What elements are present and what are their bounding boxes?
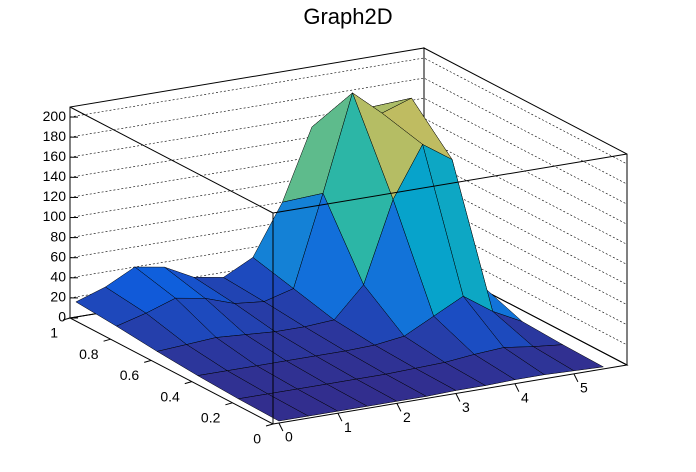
z-tick-label: 140 (43, 168, 67, 184)
y-tick (62, 317, 71, 321)
z-tick-label: 40 (50, 269, 66, 285)
x-tick (514, 383, 520, 392)
z-tick-label: 120 (43, 188, 67, 204)
z-tick-label: 200 (43, 108, 67, 124)
y-tick-label: 0.6 (120, 367, 140, 383)
z-tick-label: 20 (50, 289, 66, 305)
x-tick-label: 5 (580, 380, 588, 396)
x-tick (278, 422, 284, 432)
x-tick (455, 393, 461, 402)
z-tick-label: 80 (50, 228, 66, 244)
y-tick (225, 402, 233, 406)
y-tick-label: 1 (50, 325, 58, 341)
y-tick-label: 0.2 (201, 410, 221, 426)
y-tick (144, 359, 152, 363)
z-tick-label: 180 (43, 128, 67, 144)
y-tick-label: 0.4 (160, 388, 180, 404)
x-tick-label: 0 (285, 429, 293, 445)
z-tick-label: 0 (58, 309, 66, 325)
x-tick-label: 1 (344, 419, 352, 435)
y-tick-label: 0.8 (79, 346, 99, 362)
x-tick-label: 2 (403, 409, 411, 425)
y-tick (184, 381, 192, 385)
box-edge (272, 153, 628, 214)
y-tick (265, 423, 274, 427)
z-tick-label: 160 (43, 148, 67, 164)
x-tick-label: 4 (521, 389, 529, 405)
box-edge (69, 106, 274, 214)
x-tick (337, 412, 343, 422)
z-tick-label: 60 (50, 248, 66, 264)
y-tick (103, 338, 111, 342)
x-tick (396, 403, 402, 412)
z-tick-label: 100 (43, 208, 67, 224)
y-tick-label: 0 (253, 431, 261, 447)
x-tick-label: 3 (462, 399, 470, 415)
chart-title: Graph2D (303, 4, 392, 29)
x-tick (573, 373, 579, 383)
